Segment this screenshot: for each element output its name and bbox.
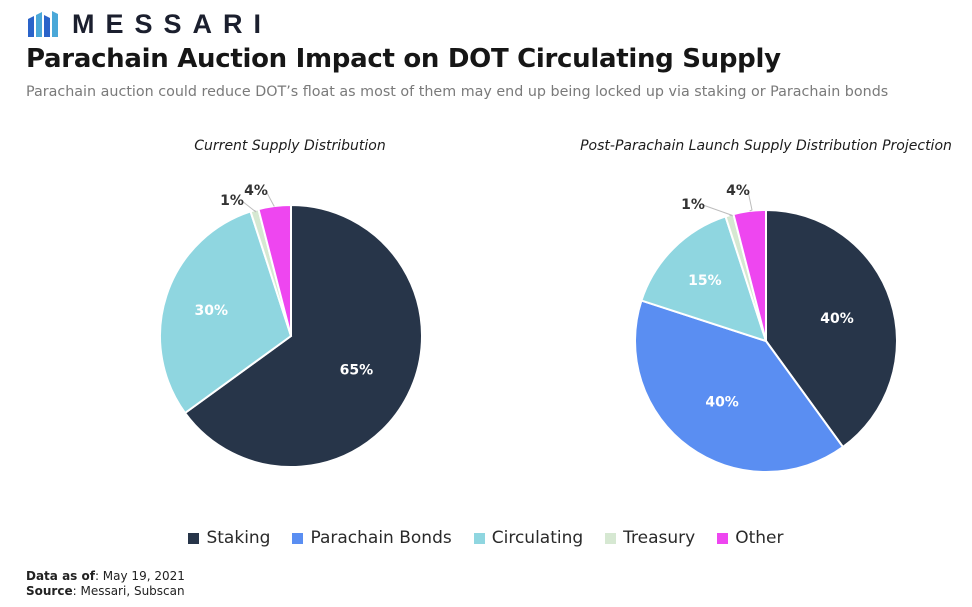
legend-item-parachain-bonds: Parachain Bonds	[292, 528, 452, 548]
legend-item-other: Other	[717, 528, 784, 548]
legend-swatch-other	[717, 532, 729, 544]
legend-label-circulating: Circulating	[491, 528, 584, 548]
pie-2-label-treasury: 1%	[681, 197, 705, 213]
legend-label-treasury: Treasury	[623, 528, 696, 548]
legend-label-staking: Staking	[206, 528, 271, 548]
page-subtitle: Parachain auction could reduce DOT’s flo…	[26, 84, 889, 100]
pie-1-slice-circulating	[159, 210, 293, 415]
legend-item-staking: Staking	[188, 528, 270, 548]
chart-title-2: Post-Parachain Launch Supply Distributio…	[580, 138, 952, 154]
pie-2-slice-other	[732, 208, 767, 342]
source-label: Source	[26, 584, 73, 598]
source: Source: Messari, Subscan	[26, 584, 185, 599]
pie-2-slice-staking	[765, 208, 898, 449]
pie-1-label-other: 4%	[244, 183, 268, 199]
pie-1-label-staking: 65%	[340, 362, 374, 378]
pie-2-leader-treasury	[702, 204, 735, 217]
page-title: Parachain Auction Impact on DOT Circulat…	[26, 44, 781, 74]
pie-1-leader-treasury	[241, 200, 257, 213]
pie-1-label-treasury: 1%	[220, 193, 244, 209]
brand-name: MESSARI	[72, 8, 273, 39]
legend-item-circulating: Circulating	[473, 528, 584, 548]
legend-swatch-staking	[188, 532, 200, 544]
legend-swatch-treasury	[605, 532, 617, 544]
pie-1-slice-staking	[183, 203, 423, 468]
pie-2-label-staking: 40%	[820, 311, 854, 327]
data-as-of-value: : May 19, 2021	[94, 569, 185, 583]
pie-2-label-parachain-bonds: 40%	[705, 394, 739, 410]
legend-swatch-circulating	[473, 532, 485, 544]
pie-2-label-other: 4%	[726, 183, 750, 199]
legend: Staking Parachain Bonds Circulating Trea…	[0, 528, 972, 548]
source-value: : Messari, Subscan	[72, 584, 185, 598]
legend-label-parachain-bonds: Parachain Bonds	[310, 528, 452, 548]
data-as-of: Data as of: May 19, 2021	[26, 569, 185, 584]
legend-label-other: Other	[735, 528, 784, 548]
data-as-of-label: Data as of	[26, 569, 95, 583]
brand: MESSARI	[26, 8, 272, 40]
chart-title-1: Current Supply Distribution	[194, 138, 385, 154]
pie-2-leader-other	[747, 190, 753, 212]
pie-2-slice-parachain-bonds	[634, 299, 845, 473]
footer: Data as of: May 19, 2021 Source: Messari…	[26, 569, 185, 599]
pie-2-label-circulating: 15%	[688, 273, 722, 289]
pie-1-leader-other	[265, 190, 275, 207]
legend-item-treasury: Treasury	[605, 528, 695, 548]
charts-area: Current Supply Distribution65%30%1%4%Pos…	[159, 138, 952, 473]
messari-logo-icon	[28, 11, 58, 37]
pie-1-label-circulating: 30%	[195, 303, 229, 319]
legend-swatch-parachain-bonds	[292, 532, 304, 544]
